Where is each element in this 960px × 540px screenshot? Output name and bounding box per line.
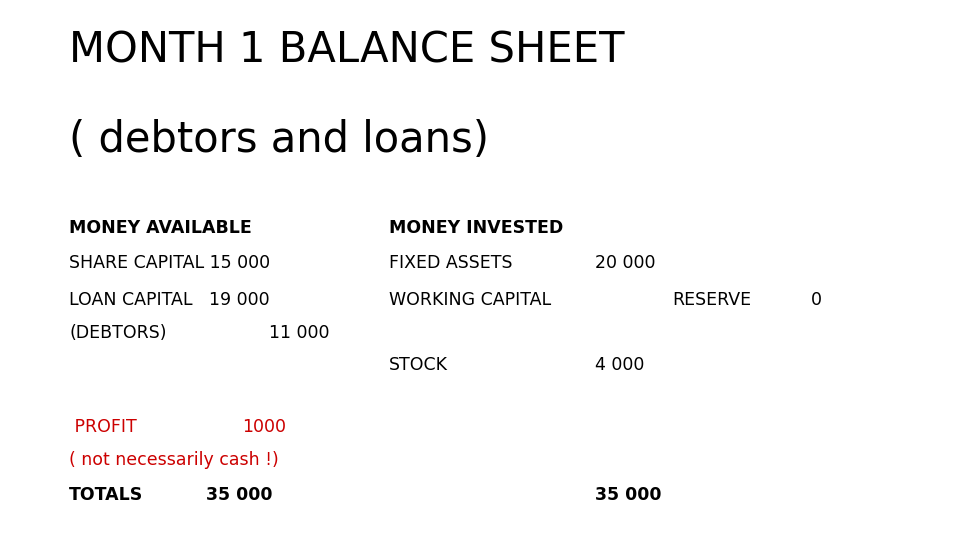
- Text: 1000: 1000: [242, 418, 286, 436]
- Text: 35 000: 35 000: [206, 486, 273, 504]
- Text: 35 000: 35 000: [595, 486, 661, 504]
- Text: 4 000: 4 000: [595, 356, 644, 374]
- Text: WORKING CAPITAL: WORKING CAPITAL: [389, 291, 551, 308]
- Text: 20 000: 20 000: [595, 254, 656, 272]
- Text: TOTALS: TOTALS: [69, 486, 143, 504]
- Text: LOAN CAPITAL   19 000: LOAN CAPITAL 19 000: [69, 291, 270, 308]
- Text: 11 000: 11 000: [269, 324, 329, 342]
- Text: MONEY INVESTED: MONEY INVESTED: [389, 219, 564, 237]
- Text: ( not necessarily cash !): ( not necessarily cash !): [69, 451, 278, 469]
- Text: (DEBTORS): (DEBTORS): [69, 324, 167, 342]
- Text: PROFIT: PROFIT: [69, 418, 137, 436]
- Text: RESERVE: RESERVE: [672, 291, 751, 308]
- Text: 0: 0: [811, 291, 822, 308]
- Text: FIXED ASSETS: FIXED ASSETS: [389, 254, 513, 272]
- Text: MONTH 1 BALANCE SHEET: MONTH 1 BALANCE SHEET: [69, 30, 625, 72]
- Text: MONEY AVAILABLE: MONEY AVAILABLE: [69, 219, 252, 237]
- Text: SHARE CAPITAL 15 000: SHARE CAPITAL 15 000: [69, 254, 271, 272]
- Text: ( debtors and loans): ( debtors and loans): [69, 119, 489, 161]
- Text: STOCK: STOCK: [389, 356, 447, 374]
